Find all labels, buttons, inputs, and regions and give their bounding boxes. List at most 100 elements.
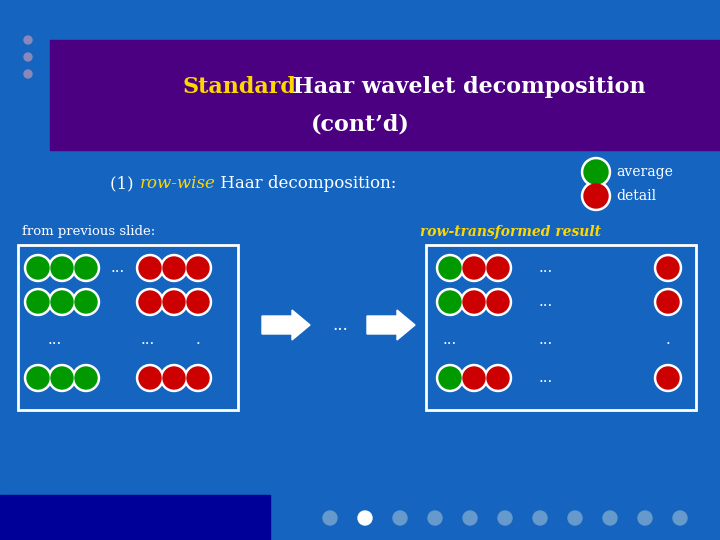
Circle shape: [584, 160, 608, 184]
Text: row-transformed result: row-transformed result: [420, 225, 601, 239]
Circle shape: [184, 288, 212, 315]
Circle shape: [137, 288, 163, 315]
Circle shape: [184, 254, 212, 281]
Circle shape: [73, 254, 99, 281]
Text: Haar wavelet decomposition: Haar wavelet decomposition: [285, 76, 646, 98]
Circle shape: [584, 184, 608, 208]
Circle shape: [654, 364, 682, 391]
Text: (1): (1): [110, 176, 139, 192]
Circle shape: [24, 364, 52, 391]
Text: ...: ...: [539, 371, 553, 385]
Text: from previous slide:: from previous slide:: [22, 226, 156, 239]
Circle shape: [657, 291, 679, 313]
Circle shape: [487, 257, 509, 279]
Circle shape: [463, 291, 485, 313]
Circle shape: [51, 257, 73, 279]
Text: detail: detail: [616, 189, 656, 203]
Circle shape: [485, 254, 511, 281]
Circle shape: [163, 291, 185, 313]
Text: ...: ...: [539, 333, 553, 347]
Circle shape: [461, 364, 487, 391]
Text: average: average: [616, 165, 673, 179]
Circle shape: [487, 291, 509, 313]
Circle shape: [436, 364, 464, 391]
Circle shape: [439, 291, 461, 313]
Text: ...: ...: [443, 333, 457, 347]
Circle shape: [187, 257, 209, 279]
Circle shape: [428, 511, 442, 525]
Circle shape: [24, 53, 32, 61]
Circle shape: [24, 288, 52, 315]
Circle shape: [75, 367, 97, 389]
Text: .: .: [196, 333, 200, 347]
Circle shape: [51, 291, 73, 313]
Text: row-wise: row-wise: [140, 176, 216, 192]
Circle shape: [75, 291, 97, 313]
Circle shape: [51, 367, 73, 389]
Circle shape: [139, 291, 161, 313]
Circle shape: [187, 367, 209, 389]
Circle shape: [24, 36, 32, 44]
Circle shape: [139, 257, 161, 279]
Circle shape: [568, 511, 582, 525]
Text: Haar decomposition:: Haar decomposition:: [215, 176, 397, 192]
Circle shape: [24, 70, 32, 78]
Circle shape: [436, 288, 464, 315]
Circle shape: [393, 511, 407, 525]
Circle shape: [163, 257, 185, 279]
Circle shape: [161, 364, 187, 391]
Circle shape: [463, 367, 485, 389]
Circle shape: [137, 254, 163, 281]
Circle shape: [657, 367, 679, 389]
Circle shape: [139, 367, 161, 389]
Circle shape: [358, 511, 372, 525]
Circle shape: [498, 511, 512, 525]
Circle shape: [582, 181, 611, 211]
Text: Standard: Standard: [183, 76, 297, 98]
Circle shape: [582, 158, 611, 186]
Circle shape: [463, 257, 485, 279]
Circle shape: [485, 364, 511, 391]
Circle shape: [137, 364, 163, 391]
Circle shape: [673, 511, 687, 525]
Circle shape: [24, 254, 52, 281]
Circle shape: [533, 511, 547, 525]
Text: ...: ...: [332, 316, 348, 334]
Circle shape: [439, 257, 461, 279]
Bar: [50, 40, 720, 150]
Text: ...: ...: [141, 333, 155, 347]
Circle shape: [184, 364, 212, 391]
Circle shape: [461, 254, 487, 281]
Text: ...: ...: [111, 261, 125, 275]
Circle shape: [27, 257, 49, 279]
Circle shape: [487, 367, 509, 389]
Circle shape: [187, 291, 209, 313]
Circle shape: [439, 367, 461, 389]
Circle shape: [461, 288, 487, 315]
Circle shape: [73, 288, 99, 315]
Circle shape: [48, 254, 76, 281]
Bar: [18, 245, 238, 410]
Circle shape: [323, 511, 337, 525]
Text: (cont’d): (cont’d): [310, 114, 410, 136]
Circle shape: [48, 364, 76, 391]
Circle shape: [485, 288, 511, 315]
Circle shape: [654, 254, 682, 281]
Circle shape: [638, 511, 652, 525]
Text: ...: ...: [539, 261, 553, 275]
FancyArrow shape: [367, 310, 415, 340]
Circle shape: [73, 364, 99, 391]
Circle shape: [161, 254, 187, 281]
Circle shape: [161, 288, 187, 315]
Circle shape: [163, 367, 185, 389]
Circle shape: [603, 511, 617, 525]
FancyArrow shape: [262, 310, 310, 340]
Bar: [0, 495, 270, 540]
Circle shape: [654, 288, 682, 315]
Circle shape: [463, 511, 477, 525]
Text: .: .: [665, 333, 670, 347]
Bar: [426, 245, 696, 410]
Text: ...: ...: [48, 333, 62, 347]
Circle shape: [436, 254, 464, 281]
Circle shape: [75, 257, 97, 279]
